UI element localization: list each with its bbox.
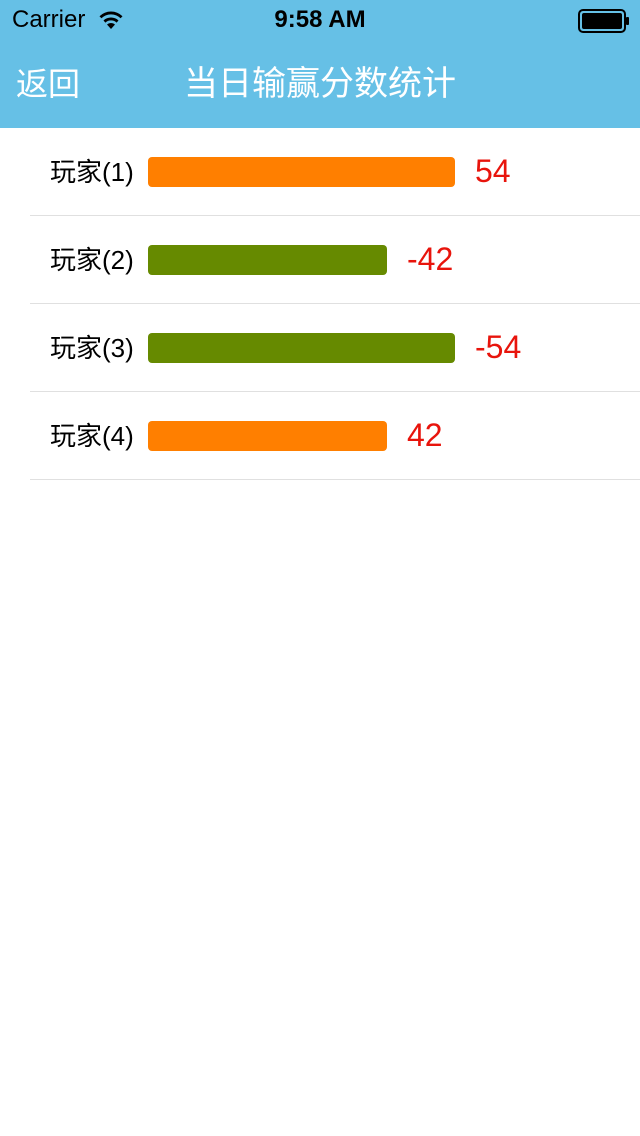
player-label: 玩家(4) <box>50 421 134 451</box>
page-title: 当日输赢分数统计 <box>184 65 456 103</box>
score-value: 54 <box>475 153 511 189</box>
carrier-label: Carrier <box>12 6 86 33</box>
list-item: 玩家(4) 42 <box>0 392 640 480</box>
score-bar <box>148 157 455 187</box>
status-time: 9:58 AM <box>274 6 366 33</box>
player-label: 玩家(1) <box>50 157 134 187</box>
score-bar <box>148 333 455 363</box>
battery-icon <box>578 9 629 33</box>
score-value: -42 <box>407 241 454 277</box>
wifi-icon <box>99 11 123 29</box>
status-bar: Carrier 9:58 AM <box>0 0 640 40</box>
list-item: 玩家(1) 54 <box>0 128 640 216</box>
list-item: 玩家(3) -54 <box>0 304 640 392</box>
back-button[interactable]: 返回 <box>16 66 81 102</box>
score-value: 42 <box>407 417 443 453</box>
player-label: 玩家(2) <box>50 245 134 275</box>
score-bar <box>148 421 387 451</box>
score-value: -54 <box>475 329 522 365</box>
score-bar <box>148 245 387 275</box>
nav-header: Carrier 9:58 AM 返回 当日输赢分数统计 <box>0 0 640 128</box>
score-list: 玩家(1) 54 玩家(2) -42 玩家(3) -54 玩家(4) 42 <box>0 128 640 480</box>
list-item: 玩家(2) -42 <box>0 216 640 304</box>
player-label: 玩家(3) <box>50 333 134 363</box>
